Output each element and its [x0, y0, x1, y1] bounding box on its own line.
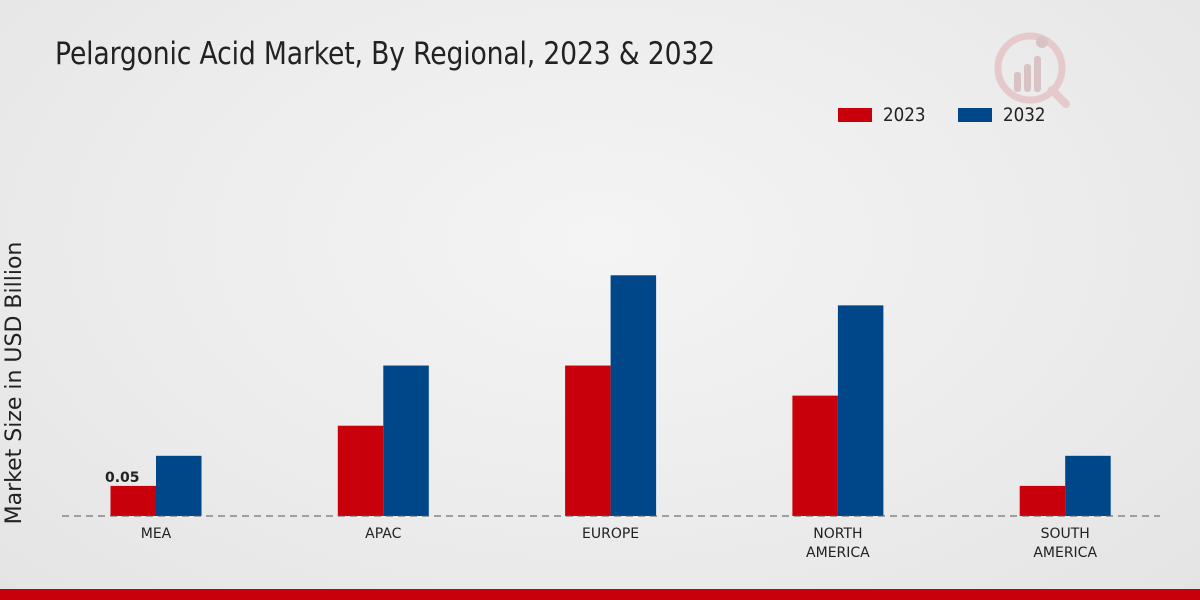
data-label-mea-2023: 0.05 [105, 470, 140, 486]
bar-mea-2023[interactable] [110, 485, 157, 516]
legend-swatch-2023 [838, 108, 872, 122]
legend-swatch-2032 [958, 108, 992, 122]
legend-item-2032[interactable]: 2032 [958, 104, 1051, 126]
bar-europe-2023[interactable] [565, 365, 611, 516]
bar-apac-2023[interactable] [337, 425, 384, 516]
x-tick-label-mea: MEA [141, 526, 172, 542]
bar-mea-2032[interactable] [156, 455, 202, 516]
bar-europe-2032[interactable] [610, 275, 657, 516]
bar-north-america-2032[interactable] [837, 305, 884, 516]
x-tick-label-south-america-line1: SOUTH [1041, 526, 1090, 542]
bar-apac-2032[interactable] [383, 365, 429, 516]
legend-item-2023[interactable]: 2023 [838, 104, 931, 126]
legend-label-2032: 2032 [1003, 104, 1046, 126]
x-tick-label-apac: APAC [365, 526, 401, 542]
legend-label-2023: 2023 [883, 104, 926, 126]
brand-logo-icon [994, 32, 1070, 108]
x-tick-label-south-america-line2: AMERICA [1033, 545, 1097, 561]
bar-south-america-2023[interactable] [1019, 485, 1066, 516]
chart-title: Pelargonic Acid Market, By Regional, 202… [55, 36, 715, 72]
bar-south-america-2032[interactable] [1065, 455, 1111, 516]
x-tick-label-europe: EUROPE [582, 526, 639, 542]
bar-north-america-2023[interactable] [792, 395, 838, 516]
x-tick-label-north-america-line2: AMERICA [806, 545, 870, 561]
x-tick-label-north-america-line1: NORTH [813, 526, 862, 542]
footer-accent-bar [0, 589, 1200, 600]
